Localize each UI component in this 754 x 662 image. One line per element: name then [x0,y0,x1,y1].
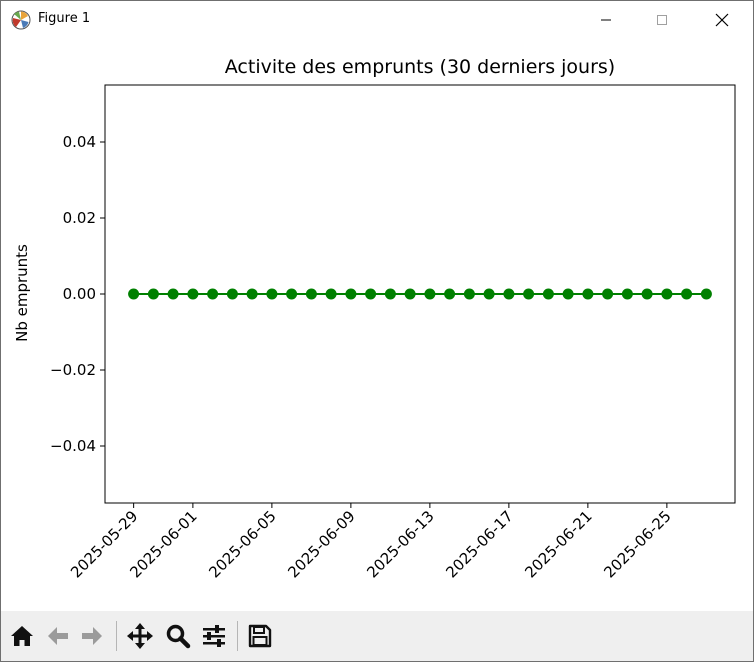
x-tick-label: 2025-06-25 [600,507,674,581]
toolbar-separator [116,621,117,651]
data-point [305,288,317,300]
x-tick-label: 2025-06-21 [521,507,595,581]
data-point [404,288,416,300]
maximize-button[interactable] [639,1,685,39]
data-point [661,288,673,300]
window-title: Figure 1 [38,11,91,26]
y-tick-label: 0.00 [63,285,96,303]
maximize-icon [657,15,667,25]
data-point [700,288,712,300]
zoom-icon [166,624,191,649]
data-point [147,288,159,300]
data-point [424,288,436,300]
close-button[interactable] [699,1,745,39]
configure-subplots-icon [203,625,225,647]
title-bar[interactable]: Figure 1 [1,1,753,39]
close-icon [715,13,729,27]
data-point [503,288,515,300]
forward-arrow-icon [82,627,102,645]
data-point [246,288,258,300]
minimize-button[interactable] [583,1,629,39]
data-point [384,288,396,300]
data-point [187,288,199,300]
data-point [266,288,278,300]
save-button[interactable] [245,621,275,651]
data-point [582,288,594,300]
zoom-button[interactable] [163,621,193,651]
save-icon [248,624,272,648]
navigation-toolbar [1,611,753,661]
pan-button[interactable] [125,621,155,651]
matplotlib-app-icon [11,10,31,30]
series-line [128,288,712,300]
data-point [602,288,614,300]
data-point [167,288,179,300]
back-arrow-icon [48,627,68,645]
minimize-icon [601,19,611,21]
configure-subplots-button[interactable] [199,621,229,651]
x-tick-label: 2025-06-09 [284,507,358,581]
data-point [641,288,653,300]
data-point [226,288,238,300]
home-icon [11,626,33,646]
chart-title: Activite des emprunts (30 derniers jours… [225,56,615,78]
x-tick-label: 2025-06-17 [442,507,516,581]
pan-icon [127,623,153,649]
data-point [483,288,495,300]
data-point [365,288,377,300]
data-point [128,288,140,300]
x-tick-label: 2025-06-13 [363,507,437,581]
data-point [207,288,219,300]
data-point [523,288,535,300]
y-tick-label: −0.04 [50,437,96,455]
data-point [621,288,633,300]
toolbar-separator [237,621,238,651]
y-axis-label: Nb emprunts [13,244,31,342]
data-point [681,288,693,300]
y-ticks: −0.04 −0.02 0.00 0.02 0.04 [50,133,105,455]
x-tick-label: 2025-06-05 [205,507,279,581]
line-chart: Activite des emprunts (30 derniers jours… [13,56,736,581]
y-tick-label: −0.02 [50,361,96,379]
home-button[interactable] [7,621,37,651]
data-point [562,288,574,300]
data-point [286,288,298,300]
y-tick-label: 0.02 [63,209,96,227]
data-point [463,288,475,300]
back-button[interactable] [43,621,73,651]
y-tick-label: 0.04 [63,133,96,151]
figure-canvas[interactable]: Activite des emprunts (30 derniers jours… [1,39,753,611]
forward-button[interactable] [77,621,107,651]
data-point [444,288,456,300]
data-point [325,288,337,300]
data-point [345,288,357,300]
data-point [542,288,554,300]
